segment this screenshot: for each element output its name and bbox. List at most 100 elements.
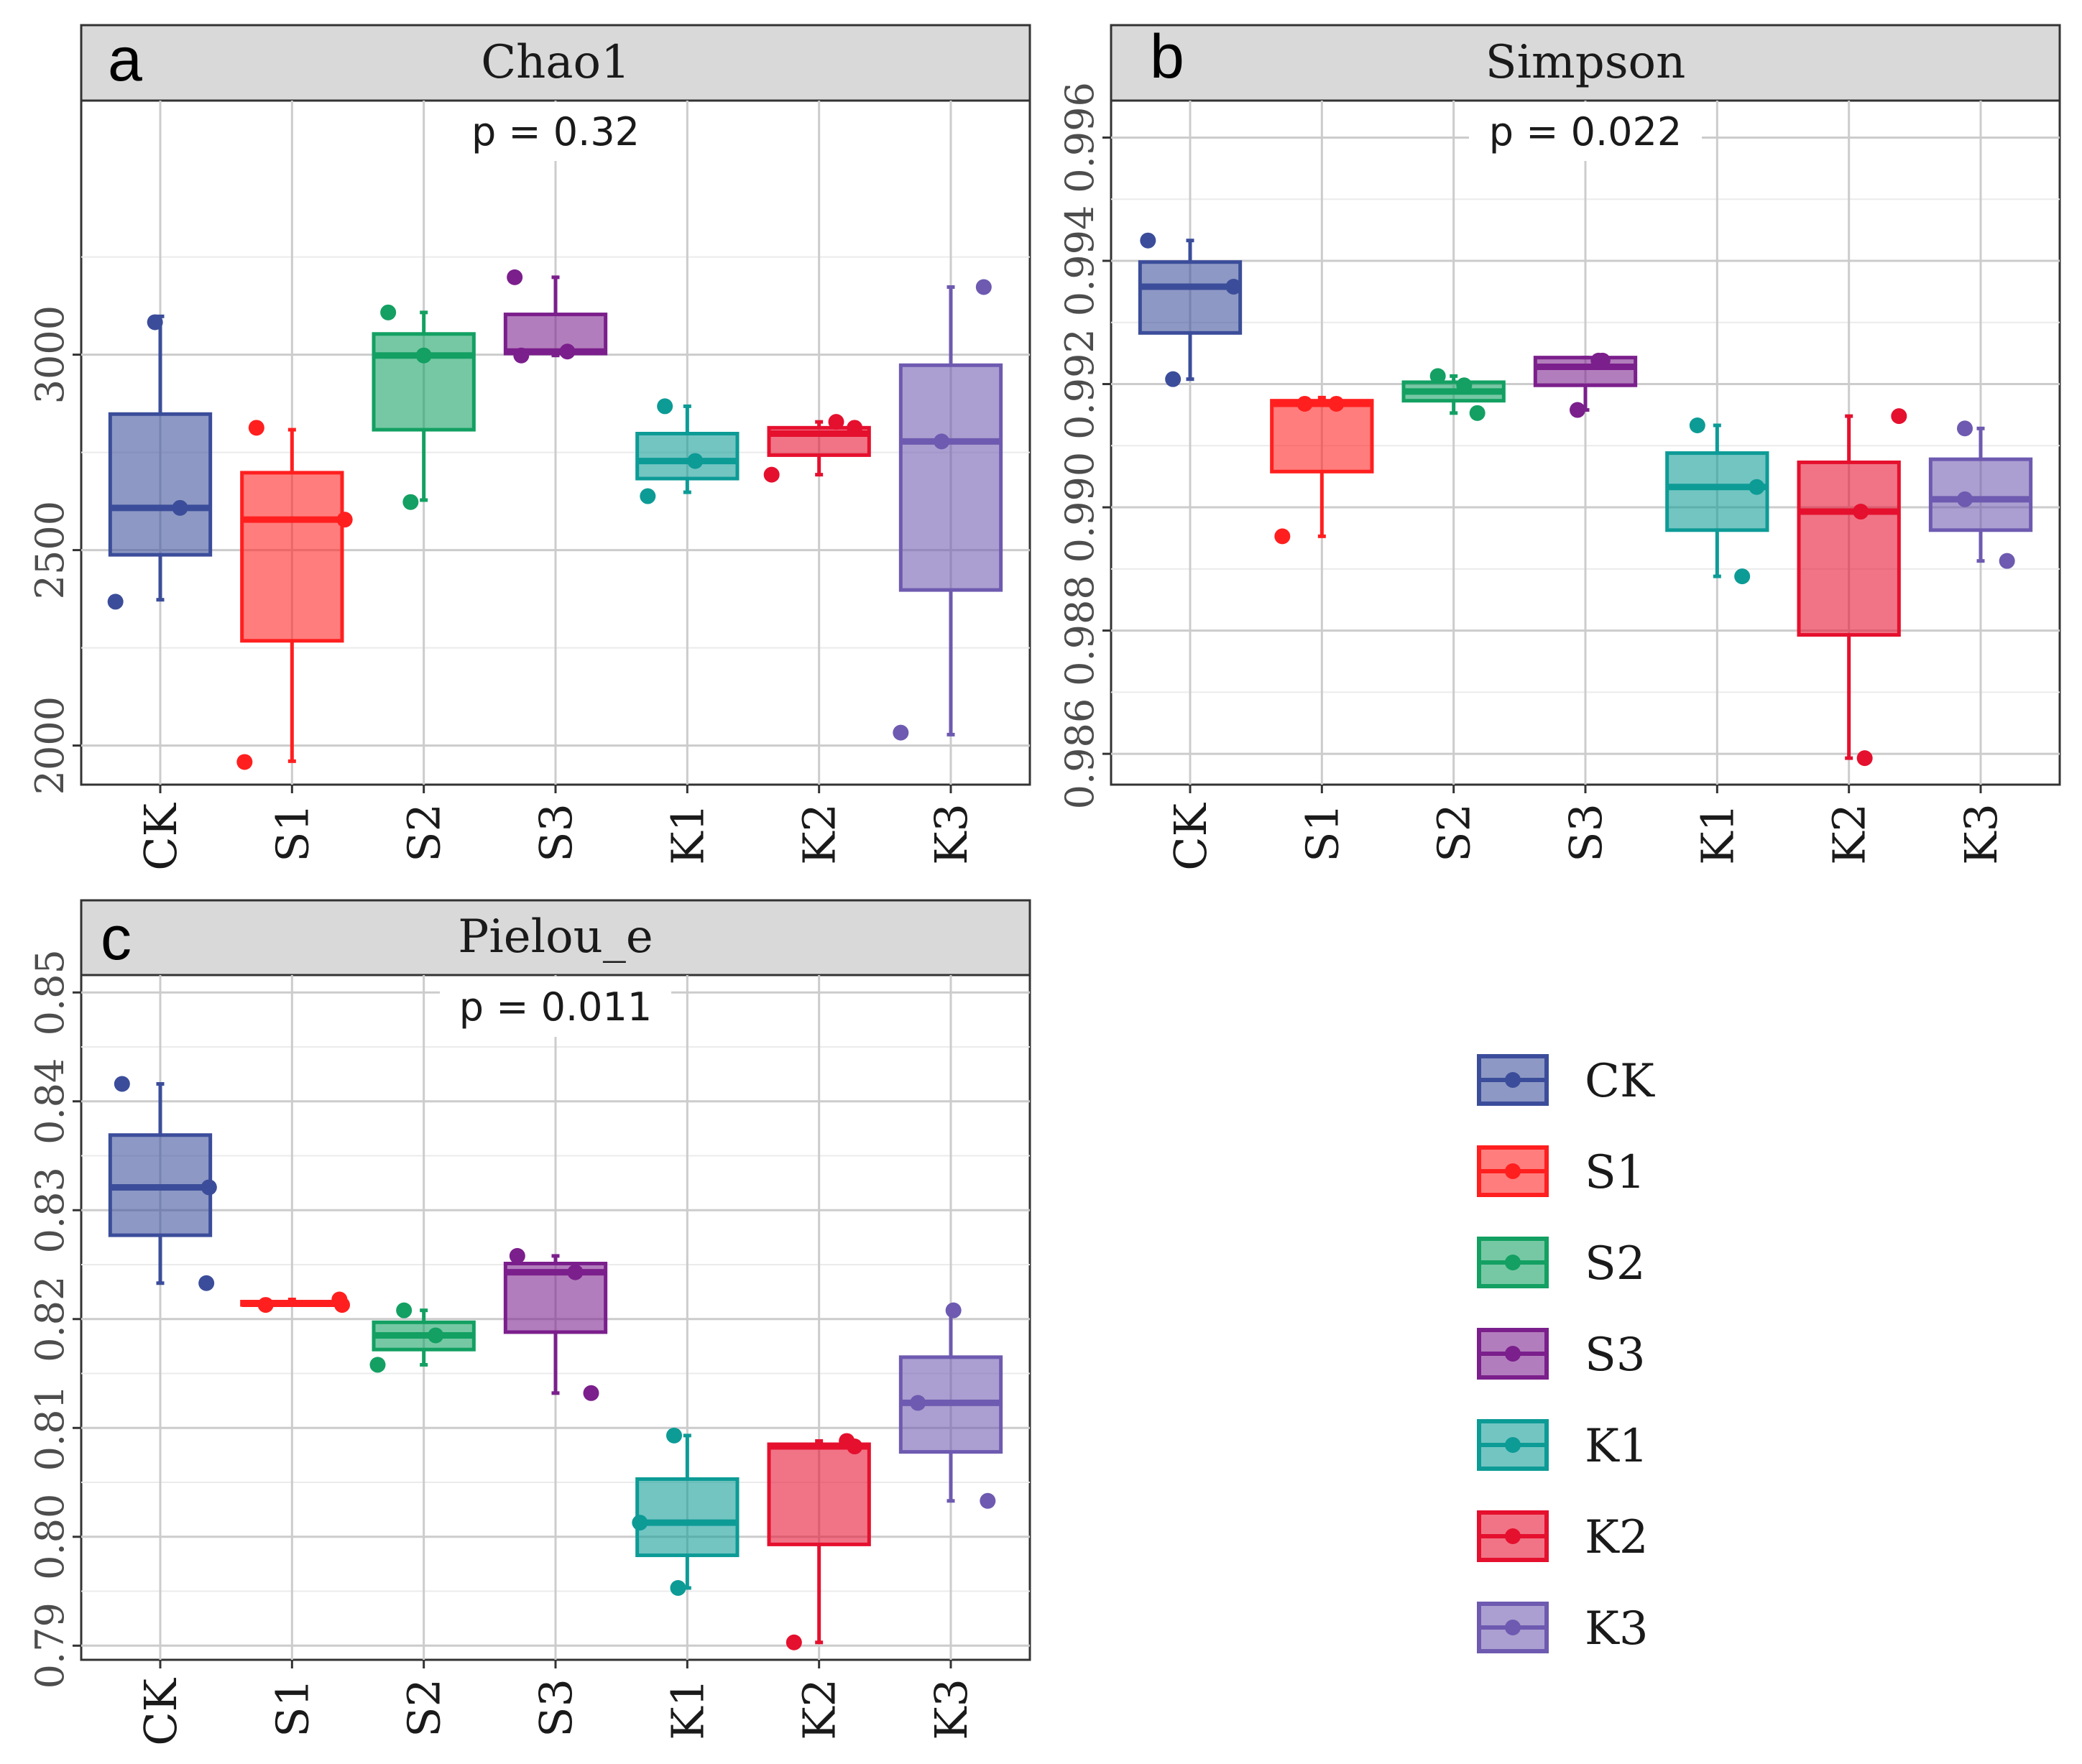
panel-b-marks bbox=[1138, 232, 2033, 767]
panel-b-gridlines bbox=[1111, 101, 2060, 785]
data-point-s1 bbox=[334, 1297, 350, 1313]
box-body bbox=[503, 313, 608, 356]
x-tick-label-s1: S1 bbox=[266, 1678, 318, 1737]
data-point-s1 bbox=[1328, 395, 1345, 412]
x-tick-label-k1: K1 bbox=[661, 1678, 714, 1740]
box-k2 bbox=[767, 1439, 871, 1645]
panel-a-marks bbox=[107, 269, 1003, 770]
legend-item-s3: S3 bbox=[1477, 1328, 1646, 1382]
x-tick-label-s1: S1 bbox=[266, 803, 318, 862]
panel-a-annotation-bg bbox=[449, 102, 662, 161]
box-body bbox=[1270, 399, 1374, 474]
x-tick-label-k2: K2 bbox=[793, 803, 846, 865]
panel-pielou: c Pielou_e p = 0.011 0.79 0.80 0.81 0.82 0.8… bbox=[27, 899, 1031, 1746]
data-point-s2 bbox=[1429, 368, 1446, 384]
data-point-s1 bbox=[1274, 528, 1291, 545]
box-body bbox=[1928, 457, 2033, 532]
panel-b-axis-ticks: 0.986 0.988 0.990 0.992 0.994 0.996 CK S1 S2 S3 K1… bbox=[1057, 82, 2007, 871]
x-tick-label-s2: S2 bbox=[1428, 803, 1480, 862]
data-point-s2 bbox=[369, 1357, 386, 1373]
y-tick-label: 0.85 bbox=[27, 949, 73, 1035]
box-s3 bbox=[503, 1254, 608, 1395]
data-point-s2 bbox=[402, 494, 419, 510]
box-s2 bbox=[1401, 374, 1506, 415]
box-k1 bbox=[635, 1433, 740, 1590]
data-point-ck bbox=[147, 314, 163, 331]
y-tick-label: 3000 bbox=[27, 305, 73, 404]
data-point-k1 bbox=[632, 1515, 648, 1531]
data-point-k1 bbox=[670, 1580, 686, 1597]
panel-a-title: Chao1 bbox=[481, 36, 630, 89]
y-tick-label: 0.990 bbox=[1057, 452, 1102, 563]
panel-c-axis-ticks: 0.79 0.80 0.81 0.82 0.83 0.84 0.85 CK S1 S2 S3 K1 K2… bbox=[27, 949, 977, 1746]
data-point-k3 bbox=[1957, 491, 1973, 507]
data-point-ck bbox=[114, 1076, 130, 1092]
legend-label: S2 bbox=[1585, 1237, 1646, 1290]
box-body bbox=[1797, 460, 1901, 637]
data-point-k3 bbox=[910, 1395, 926, 1411]
x-tick-label-ck: CK bbox=[1164, 802, 1217, 870]
box-body bbox=[108, 412, 213, 557]
data-point-s2 bbox=[396, 1302, 413, 1319]
panel-chao1: a Chao1 p = 0.32 2000 2500 3000 CK S1 S2 S3 K1 K… bbox=[27, 24, 1031, 871]
panel-c-marks bbox=[108, 1076, 1003, 1650]
x-tick-label-s1: S1 bbox=[1296, 803, 1348, 862]
panel-c-p-value: p = 0.011 bbox=[459, 984, 652, 1030]
data-point-s3 bbox=[583, 1385, 599, 1401]
data-point-k1 bbox=[1689, 417, 1705, 433]
y-tick-label: 0.82 bbox=[27, 1276, 73, 1362]
data-point-k1 bbox=[657, 398, 673, 415]
x-tick-label-ck: CK bbox=[134, 1677, 187, 1745]
x-tick-label-ck: CK bbox=[134, 802, 187, 870]
data-point-ck bbox=[1225, 279, 1242, 295]
data-point-k1 bbox=[1734, 568, 1751, 585]
legend-key-point bbox=[1505, 1528, 1521, 1544]
data-point-ck bbox=[1140, 232, 1156, 249]
panel-b-letter: b bbox=[1150, 22, 1184, 91]
box-s1 bbox=[1270, 395, 1374, 538]
data-point-s1 bbox=[336, 512, 353, 528]
data-point-s1 bbox=[257, 1297, 274, 1313]
data-point-s3 bbox=[567, 1264, 584, 1280]
box-ck bbox=[108, 1082, 213, 1285]
box-s3 bbox=[1533, 356, 1638, 412]
panel-a-axis-ticks: 2000 2500 3000 CK S1 S2 S3 K1 K2 K3 bbox=[27, 305, 977, 871]
box-body bbox=[635, 431, 740, 481]
panel-b-annotation-bg bbox=[1469, 102, 1702, 161]
data-point-s3 bbox=[1570, 402, 1585, 418]
data-point-s2 bbox=[380, 304, 397, 320]
x-tick-label-s3: S3 bbox=[530, 803, 582, 862]
x-tick-label-k3: K3 bbox=[1955, 803, 2007, 865]
legend-key-point bbox=[1505, 1346, 1521, 1362]
x-tick-label-k2: K2 bbox=[793, 1678, 846, 1740]
y-tick-label: 0.83 bbox=[27, 1167, 73, 1253]
box-body bbox=[240, 471, 344, 643]
box-body bbox=[898, 363, 1003, 592]
box-body bbox=[1533, 356, 1638, 387]
legend-item-s2: S2 bbox=[1477, 1237, 1646, 1290]
y-tick-label: 0.986 bbox=[1057, 698, 1102, 810]
data-point-ck bbox=[198, 1275, 215, 1291]
panel-a-p-value: p = 0.32 bbox=[471, 109, 640, 154]
data-point-k3 bbox=[975, 279, 992, 295]
data-point-k2 bbox=[786, 1634, 802, 1650]
data-point-k1 bbox=[640, 488, 656, 504]
data-point-s3 bbox=[559, 343, 576, 360]
data-point-k3 bbox=[934, 433, 950, 450]
data-point-s2 bbox=[1469, 405, 1486, 421]
legend-key-point bbox=[1505, 1255, 1521, 1270]
data-point-ck bbox=[201, 1179, 217, 1196]
data-point-ck bbox=[107, 594, 124, 610]
x-tick-label-s2: S2 bbox=[398, 1678, 451, 1737]
box-k1 bbox=[635, 404, 740, 494]
box-ck bbox=[108, 314, 213, 602]
data-point-s1 bbox=[236, 754, 253, 770]
data-point-k2 bbox=[839, 1433, 855, 1449]
panel-c-letter: c bbox=[101, 904, 132, 973]
data-point-k3 bbox=[1999, 553, 2015, 569]
data-point-k1 bbox=[666, 1427, 682, 1444]
data-point-k2 bbox=[1853, 504, 1869, 520]
x-tick-label-k3: K3 bbox=[925, 1678, 977, 1740]
data-point-k2 bbox=[828, 414, 844, 430]
